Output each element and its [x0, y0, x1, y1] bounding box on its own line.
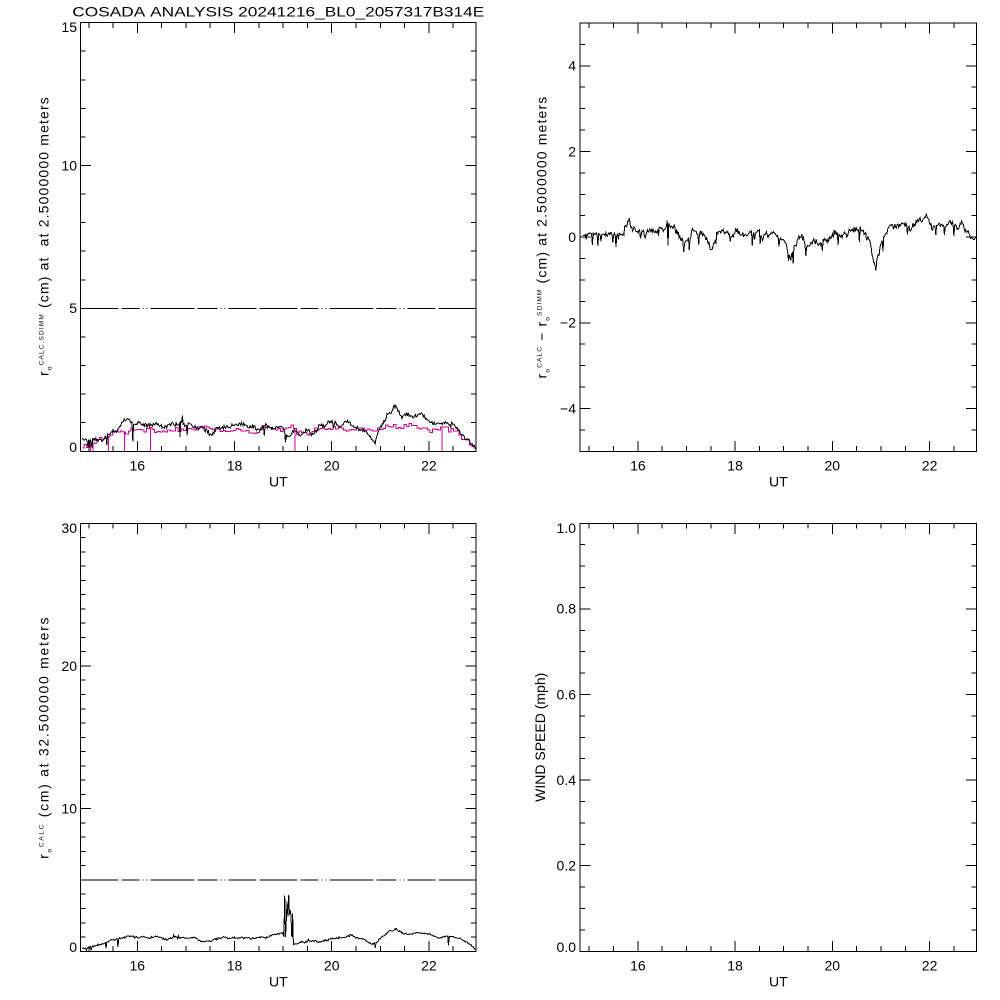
- svg-text:WIND SPEED (mph): WIND SPEED (mph): [532, 673, 548, 802]
- svg-text:COSADA ANALYSIS 20241216_BL0_2: COSADA ANALYSIS 20241216_BL0_2057317B314…: [72, 4, 484, 20]
- svg-text:0: 0: [69, 939, 77, 955]
- svg-text:20: 20: [825, 958, 841, 974]
- svg-text:30: 30: [61, 520, 77, 536]
- svg-text:18: 18: [227, 458, 243, 474]
- svg-text:0.2: 0.2: [557, 858, 577, 874]
- svg-text:20: 20: [61, 658, 77, 674]
- svg-text:20: 20: [825, 458, 841, 474]
- svg-text:10: 10: [61, 800, 77, 816]
- svg-text:16: 16: [630, 958, 646, 974]
- svg-text:UT: UT: [269, 974, 288, 990]
- svg-text:roCALC − roSDIMM (cm) at 2.500: roCALC − roSDIMM (cm) at 2.5000000 meter…: [534, 96, 552, 379]
- svg-text:18: 18: [727, 458, 743, 474]
- svg-text:0.4: 0.4: [557, 772, 577, 788]
- svg-text:UT: UT: [769, 974, 788, 990]
- svg-text:roCALC,SDIMM (cm) at at 2.500: roCALC,SDIMM (cm) at at 2.5000000 meters: [36, 96, 54, 376]
- svg-text:16: 16: [130, 958, 146, 974]
- svg-text:16: 16: [630, 458, 646, 474]
- svg-text:0.6: 0.6: [557, 686, 577, 702]
- svg-text:22: 22: [922, 958, 938, 974]
- svg-text:1.0: 1.0: [557, 520, 577, 536]
- svg-text:roCALC (cm) at 32.500000 meter: roCALC (cm) at 32.500000 meters: [36, 616, 54, 859]
- svg-text:0: 0: [69, 439, 77, 455]
- svg-text:15: 15: [61, 19, 77, 35]
- svg-text:10: 10: [61, 157, 77, 173]
- svg-text:4: 4: [568, 58, 576, 74]
- svg-text:0.0: 0.0: [557, 939, 577, 955]
- svg-text:22: 22: [421, 958, 437, 974]
- svg-text:18: 18: [727, 958, 743, 974]
- svg-text:5: 5: [69, 300, 77, 316]
- svg-text:22: 22: [922, 458, 938, 474]
- svg-text:20: 20: [324, 458, 340, 474]
- svg-text:−4: −4: [560, 400, 576, 416]
- svg-text:20: 20: [324, 958, 340, 974]
- svg-text:0: 0: [568, 229, 576, 245]
- svg-text:18: 18: [227, 958, 243, 974]
- svg-text:0.8: 0.8: [557, 601, 577, 617]
- svg-text:−2: −2: [560, 315, 576, 331]
- svg-text:16: 16: [130, 458, 146, 474]
- svg-text:22: 22: [421, 458, 437, 474]
- svg-text:UT: UT: [769, 474, 788, 490]
- svg-text:2: 2: [568, 143, 576, 159]
- svg-text:UT: UT: [269, 474, 288, 490]
